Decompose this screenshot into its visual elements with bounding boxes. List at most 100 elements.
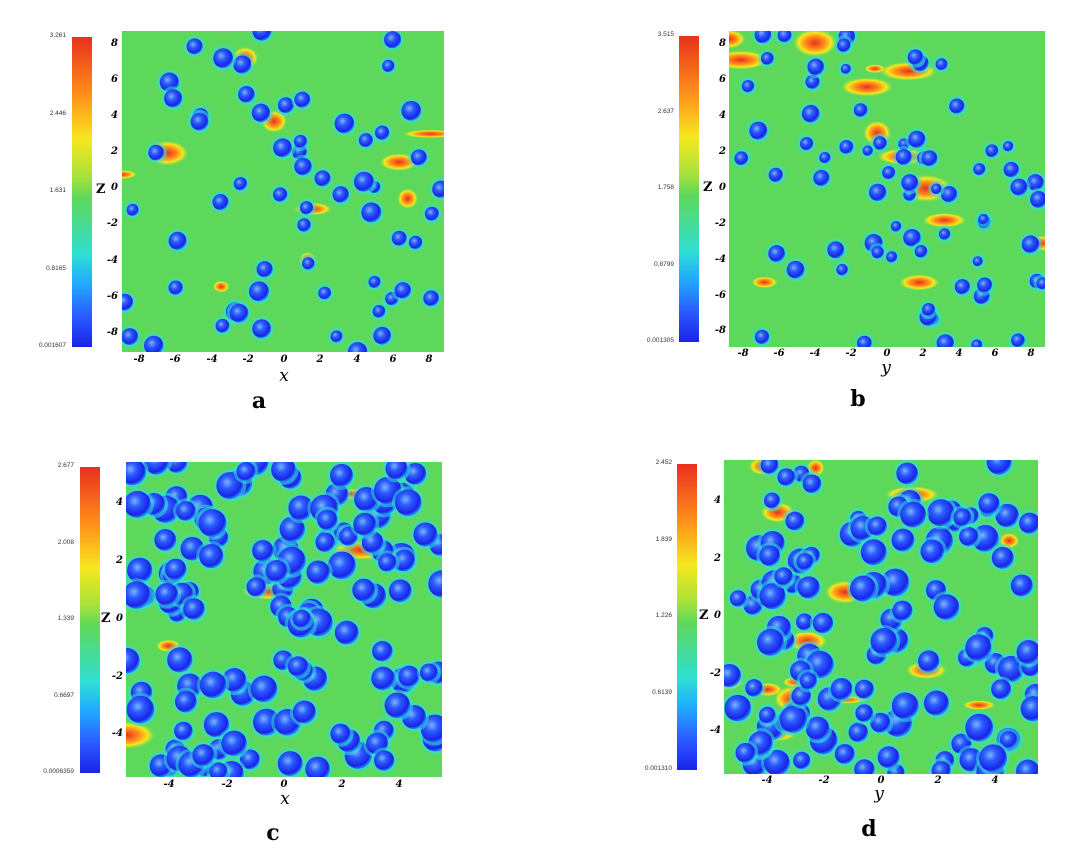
bubble [229,303,249,323]
y-tick: -4 [106,255,118,266]
y-tick: 6 [719,74,726,85]
y-tick: 0 [714,610,721,621]
x-tick: -8 [133,354,145,365]
bubble [985,144,999,158]
bubble [774,567,793,586]
bubble [328,551,356,580]
bubble [168,231,187,250]
bubble [371,666,395,691]
bubble [777,468,795,486]
bubble [933,594,960,620]
x-tick: 2 [316,354,324,365]
bubble [807,58,825,76]
bubble [330,330,343,343]
bubble [839,139,854,154]
bubble [203,712,230,738]
bubble [977,277,993,293]
bubble [793,751,811,770]
heatmap-field-a [122,31,444,352]
bubble [779,705,807,733]
colorbar-tick: 0.0006359 [43,768,74,775]
bubble [785,511,805,531]
bubble [801,104,820,123]
bubble [385,462,408,480]
bubble [777,31,792,43]
bubble [800,137,814,151]
bubble [959,526,979,547]
bubble [265,560,288,582]
x-tick: 2 [338,779,346,790]
colorbar-tick: 1.631 [49,187,66,194]
colorbar-tick: 0.6139 [652,689,672,696]
bubble [384,692,411,719]
hot-spot [122,170,137,179]
bubble [318,286,332,300]
bubble [971,339,983,347]
bubble [830,678,853,700]
y-axis-label: Z [699,608,709,623]
bubble [317,509,338,531]
x-tick: -2 [242,354,254,365]
bubble [1020,696,1038,722]
bubble [868,183,887,202]
colorbar-tick: 0.001310 [644,765,672,772]
bubble [764,492,781,509]
y-tick: -2 [111,671,123,682]
y-tick: 2 [111,146,118,157]
bubble [209,762,228,777]
bubble [754,31,772,44]
hot-spot [751,276,778,289]
bubble [305,756,330,777]
bubble [965,634,992,661]
x-axis-label: y [881,358,891,378]
y-tick: 8 [719,38,726,49]
bubble [423,290,440,307]
bubble [978,493,1000,515]
bubble [368,275,381,288]
bubble [353,171,374,192]
bubble [175,690,197,713]
y-axis-label: Z [101,611,111,626]
colorbar-b [679,36,699,342]
bubble [871,246,884,259]
bubble [213,48,234,69]
bubble [126,695,155,724]
y-tick: -4 [111,728,123,739]
bubble [849,575,876,602]
bubble [334,113,355,134]
x-tick: 0 [877,775,885,786]
bubble [1027,174,1044,191]
bubble [294,91,311,108]
bubble [796,553,814,571]
bubble [903,228,921,247]
bubble [860,539,887,566]
y-tick: 6 [111,74,118,85]
bubble [374,125,390,140]
bubble [848,722,868,743]
bubble [1016,759,1038,774]
colorbar-tick: 2.637 [657,108,674,115]
bubble [920,539,945,564]
bubble [302,257,315,270]
x-tick: 4 [395,779,403,790]
bubble [199,544,224,569]
bubble [401,100,422,121]
bubble [252,31,272,41]
bubble [1019,512,1038,534]
bubble [1010,574,1033,597]
bubble [174,721,193,741]
bubble [428,570,442,598]
bubble [373,326,392,345]
bubble [854,759,875,774]
bubble [1030,190,1045,208]
bubble [886,251,898,263]
bubble [745,679,763,697]
bubble [398,665,420,688]
x-tick: 4 [955,348,963,359]
bubble [314,170,331,187]
x-axis-label: y [874,784,884,804]
bubble [923,690,949,716]
bubble [854,679,874,699]
bubble [938,228,951,240]
bubble [931,183,942,195]
